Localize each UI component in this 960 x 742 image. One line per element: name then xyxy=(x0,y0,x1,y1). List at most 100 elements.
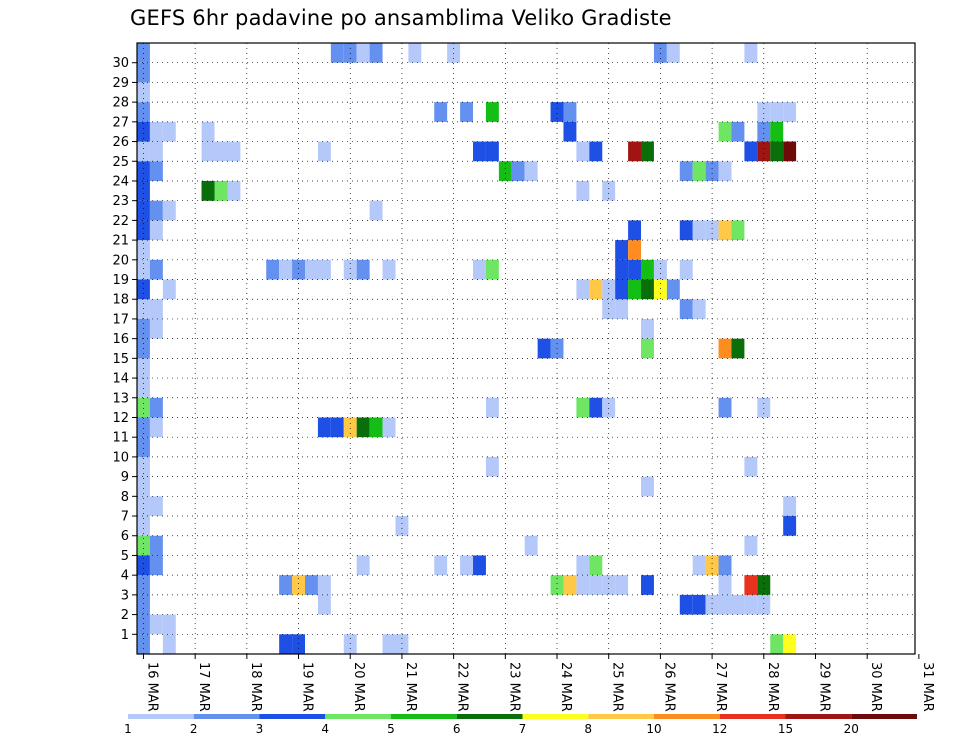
heatmap-cell xyxy=(343,43,357,63)
heatmap-cell xyxy=(137,437,150,457)
x-tick-label: 20 MAR xyxy=(351,662,366,712)
heatmap-cell xyxy=(201,180,215,201)
heatmap-cell xyxy=(718,161,732,181)
x-tick-label: 18 MAR xyxy=(248,662,263,712)
heatmap-cell xyxy=(692,594,706,615)
heatmap-cell xyxy=(149,535,163,556)
heatmap-cell xyxy=(227,141,241,162)
heatmap-cell xyxy=(137,141,150,162)
heatmap-cell xyxy=(563,102,577,122)
heatmap-cell xyxy=(744,535,758,556)
heatmap-cell xyxy=(305,575,318,595)
heatmap-cell xyxy=(705,161,719,181)
legend-swatch xyxy=(588,714,654,719)
heatmap-cell xyxy=(628,240,642,260)
heatmap-cell xyxy=(137,594,150,615)
heatmap-cell xyxy=(137,634,150,654)
heatmap-cell xyxy=(356,555,370,576)
y-tick-label: 23 xyxy=(112,194,129,209)
heatmap-cell xyxy=(343,634,357,654)
heatmap-cell xyxy=(589,397,603,418)
legend-label: 4 xyxy=(321,722,329,736)
heatmap-cell xyxy=(162,614,176,635)
heatmap-cell xyxy=(602,397,616,418)
heatmap-cell xyxy=(770,634,784,654)
heatmap-cell xyxy=(279,575,293,595)
x-tick-label: 16 MAR xyxy=(144,662,159,712)
x-tick-label: 26 MAR xyxy=(661,662,676,712)
heatmap-cell xyxy=(137,299,150,319)
heatmap-cell xyxy=(757,141,771,162)
heatmap-cell xyxy=(149,220,163,241)
heatmap-cell xyxy=(408,43,422,63)
heatmap-cell xyxy=(641,476,654,497)
heatmap-cell xyxy=(137,82,150,103)
heatmap-cell xyxy=(524,161,538,181)
heatmap-cell xyxy=(137,456,150,477)
heatmap-cell xyxy=(576,555,590,576)
heatmap-cell xyxy=(473,141,486,162)
heatmap-cell xyxy=(692,161,706,181)
heatmap-cell xyxy=(149,417,163,438)
heatmap-cell xyxy=(757,575,771,595)
heatmap-cell xyxy=(589,555,603,576)
x-tick-label: 22 MAR xyxy=(455,662,470,712)
heatmap-cell xyxy=(744,141,758,162)
legend-swatch xyxy=(654,714,720,719)
heatmap-cell xyxy=(137,417,150,438)
heatmap-cell xyxy=(356,43,370,63)
legend-label: 20 xyxy=(844,722,859,736)
heatmap-cell xyxy=(757,594,771,615)
heatmap-cell xyxy=(227,180,241,201)
heatmap-cell xyxy=(292,259,306,280)
y-tick-label: 24 xyxy=(112,174,129,189)
heatmap-cell xyxy=(783,634,797,654)
heatmap-cell xyxy=(718,397,732,418)
heatmap-cell xyxy=(628,279,642,300)
heatmap-cell xyxy=(731,220,745,241)
heatmap-cell xyxy=(473,555,486,576)
legend-swatch xyxy=(851,714,917,719)
heatmap-cell xyxy=(201,141,215,162)
heatmap-cell xyxy=(434,102,448,122)
y-tick-label: 16 xyxy=(112,332,129,347)
heatmap-cell xyxy=(563,575,577,595)
heatmap-cell xyxy=(162,121,176,142)
y-tick-label: 30 xyxy=(112,56,129,71)
plot-frame xyxy=(136,42,916,655)
heatmap-cell xyxy=(679,161,693,181)
grid-lines xyxy=(137,43,915,654)
y-tick-label: 20 xyxy=(112,253,129,268)
heatmap-cell xyxy=(382,259,396,280)
legend-swatch xyxy=(522,714,589,719)
y-tick-label: 26 xyxy=(112,135,129,150)
heatmap-cell xyxy=(641,141,654,162)
heatmap-cell xyxy=(718,575,732,595)
y-tick-label: 22 xyxy=(112,214,129,229)
heatmap-cell xyxy=(602,299,616,319)
heatmap-cell xyxy=(589,575,603,595)
heatmap-cell xyxy=(343,417,357,438)
heatmap-cell xyxy=(705,594,719,615)
x-tick-label: 29 MAR xyxy=(816,662,831,712)
heatmap-cell xyxy=(550,102,564,122)
heatmap-cell xyxy=(356,259,370,280)
heatmap-cell xyxy=(653,259,667,280)
heatmap-cell xyxy=(757,121,771,142)
x-tick-label: 28 MAR xyxy=(765,662,780,712)
heatmap-cell xyxy=(137,240,150,260)
y-tick-label: 15 xyxy=(112,352,129,367)
heatmap-cell xyxy=(214,141,228,162)
heatmap-cell xyxy=(485,397,499,418)
heatmap-cell xyxy=(149,299,163,319)
heatmap-cell xyxy=(485,259,499,280)
heatmap-cell xyxy=(757,102,771,122)
heatmap-cell xyxy=(615,259,629,280)
x-tick-label: 17 MAR xyxy=(196,662,211,712)
heatmap-cell xyxy=(137,102,150,122)
x-tick-label: 27 MAR xyxy=(713,662,728,712)
legend-swatch xyxy=(128,714,194,719)
heatmap-cell xyxy=(395,516,409,536)
y-tick-label: 21 xyxy=(112,234,129,249)
heatmap-cell xyxy=(615,299,629,319)
